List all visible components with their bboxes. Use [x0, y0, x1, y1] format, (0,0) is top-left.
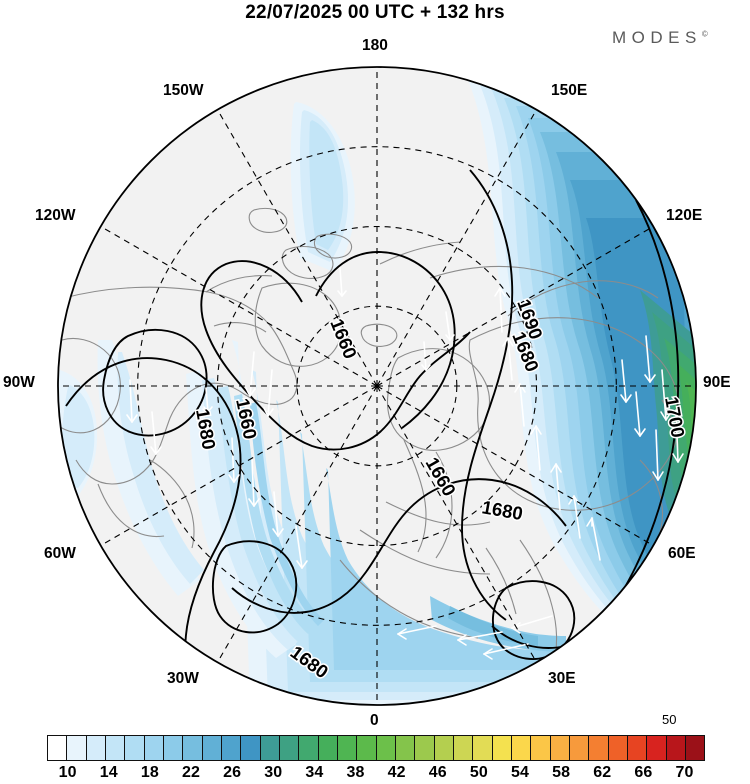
meridian-label-150W: 150W — [163, 82, 204, 99]
colorbar-cell — [86, 736, 106, 760]
colorbar-cell — [608, 736, 628, 760]
colorbar-tick-label: 26 — [223, 764, 241, 781]
colorbar-cell — [569, 736, 590, 760]
polar-map: 1660 1660 1660 1680 1680 1680 1680 1690 … — [0, 37, 750, 748]
colorbar-tick-label: 46 — [428, 764, 447, 781]
colorbar-tick-label: 18 — [140, 764, 159, 781]
colorbar-cell — [202, 736, 222, 760]
colorbar-cell — [67, 736, 87, 760]
colorbar-tick-label: 70 — [675, 764, 694, 781]
colorbar-tick-label: 38 — [346, 764, 365, 781]
colorbar-cell — [434, 736, 454, 760]
meridian-label-60W: 60W — [44, 545, 76, 562]
meridian-label-90E: 90E — [703, 374, 731, 391]
map-shading-layer — [58, 67, 696, 705]
colorbar-tick-label: 54 — [511, 764, 529, 781]
colorbar-cell — [453, 736, 474, 760]
colorbar-tick-label: 42 — [387, 764, 406, 781]
colorbar-tick-label: 58 — [552, 764, 570, 781]
meridian-label-150E: 150E — [551, 82, 588, 99]
colorbar-cell — [685, 736, 705, 760]
colorbar-cell — [666, 736, 686, 760]
colorbar-cell — [550, 736, 570, 760]
meridian-label-120E: 120E — [666, 207, 703, 224]
meridian-label-180: 180 — [362, 37, 388, 54]
colorbar-cell — [48, 736, 68, 760]
polar-map-svg: 1660 1660 1660 1680 1680 1680 1680 1690 … — [57, 66, 697, 706]
colorbar: 10 14 18 22 26 30 34 38 42 46 50 54 58 62 66 70 — [0, 728, 750, 782]
colorbar-cell — [627, 736, 648, 760]
meridian-label-120W: 120W — [35, 207, 76, 224]
colorbar-cell — [415, 736, 435, 760]
colorbar-tick-label: 22 — [182, 764, 200, 781]
colorbar-tick-label: 50 — [469, 764, 488, 781]
meridian-label-0: 0 — [370, 712, 379, 729]
page-title: 22/07/2025 00 UTC + 132 hrs — [245, 2, 505, 23]
colorbar-tick-label: 10 — [58, 764, 77, 781]
colorbar-cell — [318, 736, 338, 760]
colorbar-cell — [531, 736, 551, 760]
colorbar-cell — [299, 736, 319, 760]
colorbar-cell — [647, 736, 667, 760]
colorbar-tick-label: 30 — [264, 764, 283, 781]
colorbar-ticks: 10 14 18 22 26 30 34 38 42 46 50 54 58 62 66 70 — [47, 764, 705, 784]
colorbar-cell — [279, 736, 300, 760]
colorbar-cell — [163, 736, 184, 760]
map-outline — [57, 66, 697, 706]
colorbar-cell — [395, 736, 416, 760]
colorbar-cell — [357, 736, 377, 760]
colorbar-cell — [492, 736, 512, 760]
colorbar-cells — [47, 735, 705, 761]
colorbar-tick-label: 34 — [305, 764, 324, 781]
colorbar-tick-label: 62 — [593, 764, 612, 781]
colorbar-cell — [105, 736, 126, 760]
colorbar-cell — [260, 736, 280, 760]
modes-logo-text: MODES — [612, 28, 702, 47]
meridian-label-30W: 30W — [167, 670, 199, 687]
colorbar-cell — [589, 736, 609, 760]
colorbar-cell — [221, 736, 242, 760]
meridian-label-30E: 30E — [548, 670, 576, 687]
copyright-icon: © — [701, 29, 708, 39]
colorbar-tick-label: 66 — [634, 764, 653, 781]
meridian-label-60E: 60E — [668, 545, 696, 562]
contour-label-1700: 1700 — [661, 395, 689, 439]
colorbar-cell — [241, 736, 261, 760]
meridian-label-90W: 90W — [3, 374, 35, 391]
colorbar-cell — [125, 736, 145, 760]
colorbar-cell — [376, 736, 396, 760]
wind-vector-scale-label: 50 — [662, 712, 677, 727]
colorbar-tick-label: 14 — [99, 764, 118, 781]
colorbar-cell — [337, 736, 358, 760]
colorbar-cell — [183, 736, 203, 760]
colorbar-cell — [473, 736, 493, 760]
colorbar-cell — [144, 736, 164, 760]
colorbar-cell — [511, 736, 532, 760]
modes-logo: MODES© — [612, 28, 708, 48]
